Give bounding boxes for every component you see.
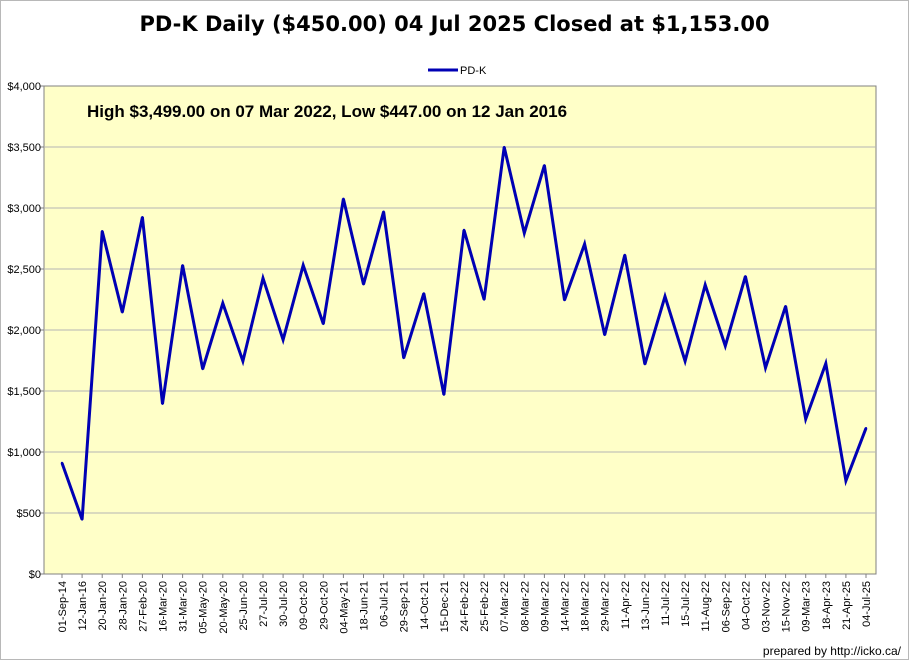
data-point — [603, 333, 606, 337]
x-tick-label: 20-May-20 — [218, 581, 230, 634]
x-tick-label: 09-Mar-22 — [539, 581, 551, 632]
data-point — [342, 197, 345, 201]
x-tick-label: 18-Mar-22 — [580, 581, 592, 632]
data-point — [784, 305, 787, 308]
data-point — [804, 417, 807, 421]
data-point — [221, 301, 224, 305]
x-tick-label: 11-Jul-22 — [660, 581, 672, 626]
high-low-annotation: High $3,499.00 on 07 Mar 2022, Low $447.… — [87, 102, 567, 121]
data-point — [281, 338, 285, 341]
data-point — [402, 356, 405, 360]
data-point — [482, 298, 486, 301]
x-tick-label: 05-May-20 — [198, 581, 210, 634]
data-point — [442, 393, 446, 396]
y-tick-label: $4,000 — [7, 81, 41, 93]
y-tick-label: $3,500 — [7, 142, 41, 154]
data-point — [161, 402, 164, 406]
x-tick-label: 18-Jun-21 — [359, 581, 371, 631]
x-tick-label: 21-Apr-25 — [841, 581, 853, 630]
y-tick-label: $500 — [17, 508, 41, 520]
y-tick-label: $0 — [29, 569, 41, 581]
x-tick-label: 06-Jul-21 — [379, 581, 391, 627]
data-point — [844, 479, 848, 482]
chart-title: PD-K Daily ($450.00) 04 Jul 2025 Closed … — [139, 12, 770, 36]
credit-text: prepared by http://icko.ca/ — [762, 644, 901, 658]
data-point — [322, 322, 325, 326]
data-point — [563, 298, 566, 302]
data-point — [764, 366, 767, 370]
x-tick-label: 27-Jul-20 — [258, 581, 270, 627]
data-point — [101, 229, 104, 233]
x-tick-label: 30-Jul-20 — [278, 581, 290, 627]
data-point — [241, 359, 245, 363]
data-point — [462, 228, 466, 232]
data-point — [704, 283, 707, 287]
data-point — [181, 264, 184, 267]
data-point — [503, 145, 506, 149]
x-tick-label: 14-Oct-21 — [419, 581, 431, 630]
x-tick-label: 15-Jul-22 — [680, 581, 692, 627]
x-tick-label: 04-May-21 — [338, 581, 350, 634]
y-tick-label: $2,500 — [7, 264, 41, 276]
x-tick-label: 29-Mar-22 — [600, 581, 612, 632]
x-tick-label: 11-Apr-22 — [620, 581, 632, 629]
x-tick-label: 20-Jan-20 — [97, 581, 109, 631]
data-point — [362, 283, 365, 286]
x-tick-label: 08-Mar-22 — [519, 581, 531, 632]
data-point — [141, 215, 144, 219]
data-point — [60, 461, 64, 465]
x-tick-label: 04-Jul-25 — [861, 581, 873, 627]
x-tick-label: 14-Mar-22 — [560, 581, 572, 632]
x-tick-label: 15-Nov-22 — [781, 581, 793, 632]
x-tick-label: 03-Nov-22 — [761, 581, 773, 632]
data-point — [201, 367, 204, 371]
data-point — [261, 276, 265, 280]
data-point — [543, 164, 546, 167]
data-point — [744, 275, 747, 278]
x-tick-label: 06-Sep-22 — [720, 581, 732, 632]
x-tick-label: 29-Sep-21 — [399, 581, 411, 632]
data-point — [724, 344, 727, 348]
data-point — [663, 295, 667, 298]
x-tick-label: 28-Jan-20 — [117, 581, 129, 631]
x-tick-label: 11-Aug-22 — [700, 581, 712, 632]
data-point — [302, 264, 305, 267]
y-tick-label: $3,000 — [7, 203, 41, 215]
x-tick-label: 16-Mar-20 — [158, 581, 170, 632]
data-point — [683, 359, 687, 363]
y-tick-label: $1,500 — [7, 386, 41, 398]
legend-label: PD-K — [460, 65, 487, 77]
y-tick-label: $1,000 — [7, 447, 41, 459]
x-tick-label: 09-Mar-23 — [801, 581, 813, 632]
data-point — [422, 292, 425, 295]
y-tick-label: $2,000 — [7, 325, 41, 337]
x-tick-label: 09-Oct-20 — [298, 581, 310, 630]
x-tick-label: 12-Jan-16 — [77, 581, 89, 631]
x-tick-label: 24-Feb-22 — [459, 581, 471, 632]
x-tick-label: 25-Jun-20 — [238, 581, 250, 631]
x-tick-label: 31-Mar-20 — [178, 581, 190, 632]
x-tick-label: 25-Feb-22 — [479, 581, 491, 632]
x-tick-label: 18-Apr-23 — [821, 581, 833, 630]
data-point — [382, 210, 385, 213]
x-tick-label: 27-Feb-20 — [137, 581, 149, 632]
x-tick-label: 01-Sep-14 — [57, 581, 69, 632]
x-tick-label: 07-Mar-22 — [499, 581, 511, 632]
x-tick-label: 15-Dec-21 — [439, 581, 451, 632]
x-tick-label: 29-Oct-20 — [318, 581, 330, 630]
data-point — [583, 242, 586, 246]
x-tick-label: 13-Jun-22 — [640, 581, 652, 631]
data-point — [80, 518, 84, 521]
data-point — [824, 362, 827, 365]
data-point — [523, 231, 526, 235]
x-tick-label: 04-Oct-22 — [740, 581, 752, 630]
data-point — [623, 253, 626, 257]
data-point — [864, 427, 868, 430]
data-point — [121, 311, 124, 314]
data-point — [643, 362, 647, 366]
